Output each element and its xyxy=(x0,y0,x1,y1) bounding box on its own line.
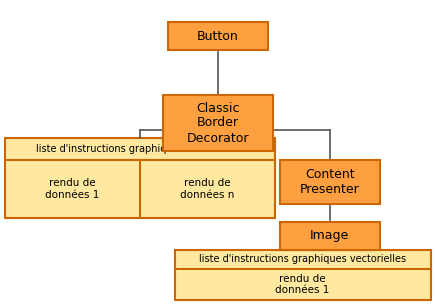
Text: rendu de
données n: rendu de données n xyxy=(180,178,235,200)
FancyBboxPatch shape xyxy=(163,95,272,151)
Text: rendu de
données 1: rendu de données 1 xyxy=(45,178,99,200)
Text: Image: Image xyxy=(310,230,349,243)
FancyBboxPatch shape xyxy=(175,250,430,300)
Text: Button: Button xyxy=(197,29,238,43)
FancyBboxPatch shape xyxy=(168,22,268,50)
Text: rendu de
données 1: rendu de données 1 xyxy=(276,274,330,295)
Text: Classic
Border
Decorator: Classic Border Decorator xyxy=(187,102,249,144)
Text: Content
Presenter: Content Presenter xyxy=(300,168,360,196)
Text: liste d'instructions graphiques vectorielles: liste d'instructions graphiques vectorie… xyxy=(36,144,243,154)
FancyBboxPatch shape xyxy=(279,160,380,204)
FancyBboxPatch shape xyxy=(5,138,275,218)
FancyBboxPatch shape xyxy=(279,222,380,250)
Text: liste d'instructions graphiques vectorielles: liste d'instructions graphiques vectorie… xyxy=(199,254,406,264)
